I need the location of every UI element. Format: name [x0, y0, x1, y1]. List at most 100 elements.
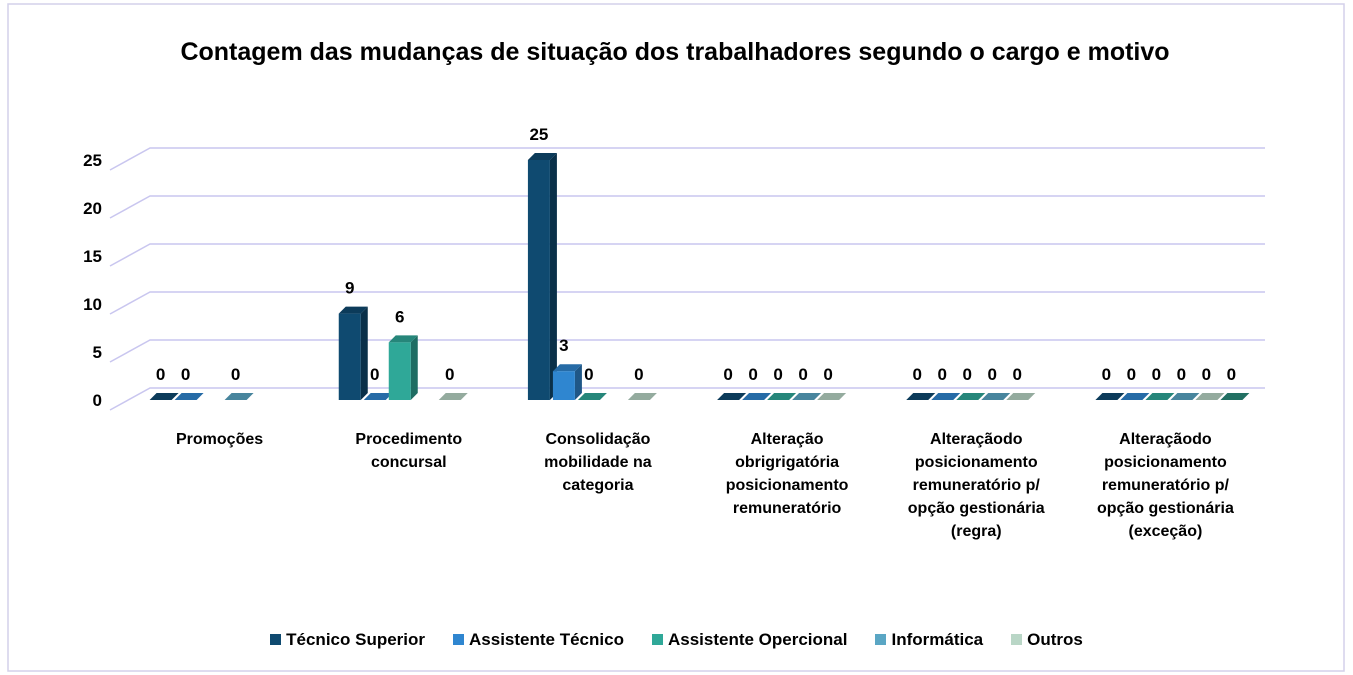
chart-title: Contagem das mudanças de situação dos tr… [180, 38, 1170, 66]
bar-top [717, 393, 747, 400]
legend: Técnico Superior Assistente Técnico Assist… [0, 630, 1353, 650]
legend-item: Outros [1011, 630, 1083, 649]
y-tick-label: 10 [83, 295, 102, 314]
legend-swatch [875, 634, 887, 645]
y-tick-label: 5 [93, 343, 102, 362]
y-tick-label: 20 [83, 199, 102, 218]
legend-label: Informática [891, 630, 984, 649]
data-label: 6 [395, 307, 404, 326]
chart-border [7, 3, 1345, 672]
bar-top [792, 393, 822, 400]
bar-top [174, 393, 204, 400]
x-tick-label: Procedimento concursal [355, 431, 463, 471]
grid-line [109, 243, 1265, 267]
data-label: 0 [723, 365, 732, 384]
data-label: 0 [156, 365, 165, 384]
grid-line [109, 387, 1265, 411]
bar-top [527, 153, 557, 160]
data-label: 0 [913, 365, 922, 384]
bar-top [1095, 393, 1125, 400]
legend-swatch [453, 634, 465, 645]
bar-top [1006, 393, 1036, 400]
bar-top [742, 393, 772, 400]
data-label: 0 [748, 365, 757, 384]
data-label: 0 [798, 365, 807, 384]
bar-top [1195, 393, 1225, 400]
bar-top [388, 335, 418, 343]
legend-label: Assistente Técnico [469, 630, 624, 649]
data-label: 0 [634, 365, 643, 384]
data-label: 0 [988, 365, 997, 384]
bar-side [574, 364, 582, 400]
bar-top [338, 306, 368, 314]
bar-top [906, 393, 936, 400]
data-label: 3 [559, 336, 568, 355]
data-label: 9 [345, 279, 354, 298]
data-label: 0 [938, 365, 947, 384]
data-label: 0 [231, 365, 240, 384]
x-tick-label: Alteraçãodo posicionamento remuneratório… [907, 431, 1045, 540]
legend-label: Técnico Superior [286, 630, 426, 649]
data-label: 0 [823, 365, 832, 384]
legend-label: Outros [1027, 630, 1083, 649]
bar-top [363, 393, 393, 400]
bar-top [149, 393, 179, 400]
bar [552, 371, 575, 400]
legend-label: Assistente Opercional [667, 630, 848, 649]
bar-top [1120, 393, 1150, 400]
data-label: 0 [963, 365, 972, 384]
bar-top [224, 393, 254, 400]
bar-side [360, 306, 368, 400]
grid-line [109, 291, 1265, 315]
bar-top [577, 393, 607, 400]
legend-item: Técnico Superior [270, 630, 425, 649]
grid-line [109, 195, 1265, 219]
x-tick-label: Alteraçãodo posicionamento remuneratório… [1096, 431, 1234, 540]
bar [527, 160, 550, 400]
data-label: 25 [529, 125, 548, 144]
data-label: 0 [773, 365, 782, 384]
legend-item: Assistente Opercional [651, 630, 848, 649]
data-label: 0 [1202, 365, 1211, 384]
bar-side [410, 335, 418, 400]
data-label: 0 [584, 365, 593, 384]
bar [388, 342, 411, 400]
bar-top [981, 393, 1011, 400]
data-label: 0 [181, 365, 190, 384]
data-label: 0 [1152, 365, 1161, 384]
bar-top [956, 393, 986, 400]
bar-top [1145, 393, 1175, 400]
x-tick-label: Promoções [176, 431, 264, 448]
bar-top [1220, 393, 1250, 400]
data-label: 0 [1127, 365, 1136, 384]
data-label: 0 [370, 365, 379, 384]
legend-swatch [270, 634, 282, 645]
legend-item: Informática [875, 630, 983, 649]
bar-top [767, 393, 797, 400]
bar-top [627, 393, 657, 400]
data-label: 0 [1227, 365, 1236, 384]
data-label: 0 [445, 365, 454, 384]
legend-item: Assistente Técnico [453, 630, 624, 649]
grid-line [109, 147, 1265, 171]
bar-top [1170, 393, 1200, 400]
legend-swatch [1011, 634, 1023, 645]
y-tick-label: 0 [93, 391, 102, 410]
y-tick-label: 15 [83, 247, 102, 266]
bar-side [549, 153, 557, 400]
y-tick-label: 25 [83, 151, 102, 170]
grid-line [109, 339, 1265, 363]
bar-top [817, 393, 847, 400]
x-tick-label: Consolidação mobilidade na categoria [544, 431, 652, 494]
data-label: 0 [1013, 365, 1022, 384]
bar-top [438, 393, 468, 400]
data-label: 0 [1102, 365, 1111, 384]
bar [338, 313, 361, 400]
legend-swatch [651, 634, 663, 645]
data-label: 0 [1177, 365, 1186, 384]
x-tick-label: Alteração obrigrigatória posicionamento … [725, 431, 849, 517]
bar-top [552, 364, 582, 372]
bar-top [931, 393, 961, 400]
